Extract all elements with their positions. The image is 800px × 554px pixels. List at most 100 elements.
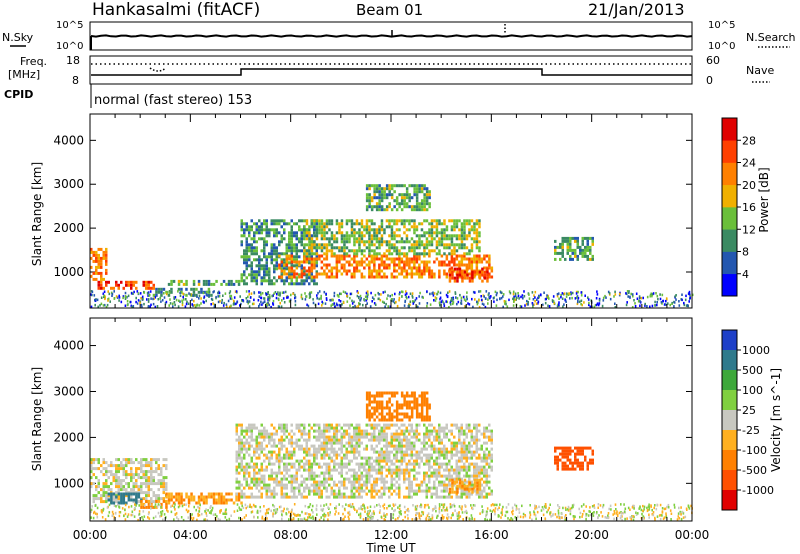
velocity-colorbar-tick-label: 100 [742, 384, 763, 397]
echo-region [235, 423, 493, 499]
power-y-ticks: 1000 2000 3000 4000 [53, 133, 692, 279]
velocity-colorbar-tick-label: -1000 [742, 484, 774, 497]
beam-label: Beam 01 [356, 1, 423, 19]
echo-region [448, 267, 489, 283]
power-echoes [90, 184, 694, 309]
power-colorbar-tick-label: 20 [742, 179, 756, 192]
echo-region [303, 219, 481, 256]
nave-dip [149, 67, 167, 72]
velocity-colorbar-segment [722, 410, 737, 431]
power-colorbar-segment [722, 140, 737, 163]
x-tick-label: 04:00 [173, 528, 208, 542]
velocity-ylabel: Slant Range [km] [30, 367, 44, 471]
nave-label: Nave [746, 64, 774, 77]
y-tick-label: 1000 [53, 265, 84, 279]
power-ylabel: Slant Range [km] [30, 162, 44, 266]
velocity-colorbar-segment [722, 370, 737, 391]
echo-region [165, 492, 243, 505]
velocity-colorbar-segment [722, 330, 737, 351]
velocity-colorbar-segment [722, 390, 737, 411]
velocity-colorbar-tick-label: 500 [742, 364, 763, 377]
velocity-echoes [90, 391, 693, 522]
station-title: Hankasalmi (fitACF) [92, 0, 260, 20]
echo-region [365, 391, 431, 422]
power-colorbar-segment [722, 273, 737, 297]
y-tick-label: 4000 [53, 133, 84, 147]
velocity-y-ticks: 1000 2000 3000 4000 [53, 339, 692, 490]
time-axis-label: Time UT [365, 541, 416, 554]
freq-panel: Freq. [MHz] 18 8 60 0 Nave CPID normal (… [4, 54, 774, 108]
noise-tick-top-left: 10^5 [56, 20, 83, 31]
ground-scatter [90, 503, 693, 522]
nsearch-label: N.Search [746, 31, 796, 44]
power-colorbar-tick-label: 24 [742, 157, 756, 170]
noise-tick-bottom-left: 10^0 [56, 41, 83, 52]
nave-tick-bottom: 0 [706, 74, 713, 87]
velocity-colorbar: 1000 500 100 25 -25 -100 -500 -1000 Velocity [m… [721, 329, 783, 511]
noise-tick-bottom-right: 10^0 [708, 41, 735, 52]
velocity-colorbar-segment [722, 430, 737, 451]
power-colorbar-label: Power [dB] [757, 167, 771, 232]
power-colorbar-tick-label: 4 [742, 268, 749, 281]
echo-region [365, 184, 431, 212]
cpid-value: normal (fast stereo) 153 [94, 93, 252, 108]
power-colorbar-segment [722, 251, 737, 275]
freq-tick-bottom: 8 [72, 74, 79, 87]
velocity-colorbar-segment [722, 490, 737, 511]
echo-region [152, 287, 213, 297]
velocity-colorbar-segment [722, 350, 737, 371]
velocity-colorbar-tick-label: -100 [742, 444, 767, 457]
nsky-trace [90, 34, 693, 38]
freq-tick-top: 18 [66, 54, 80, 67]
echo-region [167, 279, 241, 286]
x-tick-label: 16:00 [474, 528, 509, 542]
freq-unit: [MHz] [8, 68, 40, 81]
power-colorbar-tick-label: 28 [742, 134, 756, 147]
echo-region [240, 219, 318, 286]
velocity-colorbar-tick-label: 1000 [742, 344, 770, 357]
y-tick-label: 3000 [53, 384, 84, 398]
echo-region [554, 446, 594, 471]
x-tick-label: 20:00 [574, 528, 609, 542]
x-tick-label: 12:00 [374, 528, 409, 542]
echo-region [90, 247, 108, 281]
velocity-colorbar-tick-label: -25 [742, 424, 760, 437]
velocity-colorbar-segment [722, 450, 737, 471]
power-colorbar-segment [722, 229, 737, 252]
date-label: 21/Jan/2013 [588, 0, 685, 19]
y-tick-label: 4000 [53, 339, 84, 353]
echo-region [90, 458, 168, 504]
nave-tick-top: 60 [706, 54, 720, 67]
x-tick-label: 00:00 [675, 528, 710, 542]
echo-region [107, 492, 143, 505]
y-tick-label: 2000 [53, 430, 84, 444]
velocity-colorbar-segment [722, 470, 737, 491]
cpid-label: CPID [4, 88, 33, 101]
echo-region [97, 280, 155, 290]
y-tick-label: 1000 [53, 476, 84, 490]
power-colorbar-segment [722, 184, 737, 208]
nsky-label: N.Sky [2, 31, 34, 44]
power-colorbar-tick-label: 8 [742, 246, 749, 259]
x-tick-label: 08:00 [273, 528, 308, 542]
power-colorbar-tick-label: 12 [742, 223, 756, 236]
velocity-colorbar-tick-label: -500 [742, 464, 767, 477]
freq-trace [91, 68, 692, 76]
power-colorbar: 4 8 12 16 20 24 28 Power [dB] [721, 117, 771, 297]
power-colorbar-segment [722, 118, 737, 141]
power-x-ticks [89, 114, 693, 308]
noise-tick-top-right: 10^5 [708, 20, 735, 31]
ground-scatter [90, 290, 694, 309]
x-tick-label: 00:00 [73, 528, 108, 542]
y-tick-label: 3000 [53, 177, 84, 191]
velocity-colorbar-label: Velocity [m s^-1] [769, 368, 783, 472]
freq-label: Freq. [20, 55, 47, 68]
power-colorbar-tick-label: 16 [742, 201, 756, 214]
y-tick-label: 2000 [53, 221, 84, 235]
noise-panel: N.Sky 10^5 10^0 10^5 10^0 N.Search [2, 20, 796, 52]
echo-region [554, 236, 594, 261]
echo-region [448, 478, 482, 494]
power-colorbar-segment [722, 162, 737, 186]
power-colorbar-segment [722, 207, 737, 230]
